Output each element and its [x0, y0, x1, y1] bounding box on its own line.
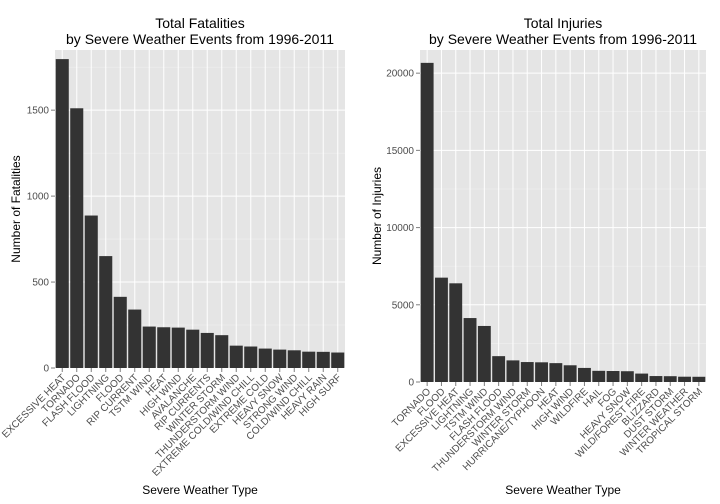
fatalities-plot-background	[55, 50, 345, 368]
injuries-bar	[420, 62, 434, 383]
injuries-y-tick-label: 15000	[386, 146, 414, 157]
fatalities-y-tick-label: 0	[43, 364, 49, 375]
fatalities-bar	[84, 215, 98, 368]
fatalities-y-tick-label: 500	[32, 278, 49, 289]
fatalities-chart-subtitle: by Severe Weather Events from 1996-2011	[66, 31, 334, 47]
injuries-bar	[620, 371, 634, 382]
fatalities-y-tick-label: 1000	[27, 192, 50, 203]
injuries-bar	[549, 363, 563, 382]
injuries-bar	[463, 318, 477, 382]
injuries-bar	[606, 371, 620, 382]
fatalities-bar	[70, 108, 84, 368]
fatalities-bar	[302, 351, 316, 368]
injuries-chart: 05000100001500020000TORNADOFLOODEXCESSIV…	[370, 15, 706, 497]
injuries-bar	[563, 365, 577, 382]
injuries-y-tick-label: 5000	[392, 300, 415, 311]
injuries-bar	[578, 367, 591, 382]
fatalities-bar	[287, 350, 301, 368]
injuries-bar	[678, 376, 691, 382]
fatalities-y-axis-label: Number of Fatalities	[9, 155, 23, 262]
injuries-y-axis-label: Number of Injuries	[370, 167, 384, 265]
fatalities-bar	[55, 59, 69, 369]
fatalities-bar	[258, 348, 272, 368]
injuries-bar	[663, 376, 677, 382]
fatalities-bar	[244, 346, 258, 368]
fatalities-bar	[99, 256, 113, 368]
injuries-chart-subtitle: by Severe Weather Events from 1996-2011	[429, 31, 697, 47]
fatalities-bar	[229, 345, 243, 368]
injuries-bar	[592, 370, 606, 382]
fatalities-bar	[215, 335, 229, 368]
injuries-y-tick-label: 0	[408, 378, 414, 389]
injuries-bar	[435, 277, 448, 382]
fatalities-y-tick-label: 1500	[27, 106, 50, 117]
fatalities-bar	[200, 332, 214, 368]
injuries-bar	[649, 376, 663, 382]
fatalities-x-axis-label: Severe Weather Type	[142, 483, 258, 497]
injuries-x-axis-label: Severe Weather Type	[505, 483, 621, 497]
fatalities-bar	[113, 296, 127, 368]
injuries-y-tick-label: 10000	[386, 223, 414, 234]
injuries-bar	[492, 356, 506, 382]
fatalities-bar	[142, 326, 156, 368]
injuries-bar	[506, 360, 520, 382]
fatalities-bar	[331, 352, 345, 368]
fatalities-bar	[157, 327, 171, 368]
injuries-bar	[635, 373, 649, 382]
injuries-bar	[477, 325, 491, 382]
fatalities-bar	[316, 351, 330, 368]
fatalities-bar	[171, 327, 185, 368]
fatalities-chart-title: Total Fatalities	[155, 15, 244, 31]
injuries-bar	[520, 362, 534, 382]
fatalities-bar	[128, 309, 142, 368]
fatalities-bar	[186, 329, 200, 368]
fatalities-bar	[273, 349, 287, 368]
injuries-bar	[692, 376, 706, 382]
injuries-chart-title: Total Injuries	[524, 15, 603, 31]
injuries-bar	[535, 362, 548, 382]
injuries-plot-background	[420, 50, 706, 382]
injuries-bar	[449, 283, 463, 382]
injuries-y-tick-label: 20000	[386, 69, 414, 80]
